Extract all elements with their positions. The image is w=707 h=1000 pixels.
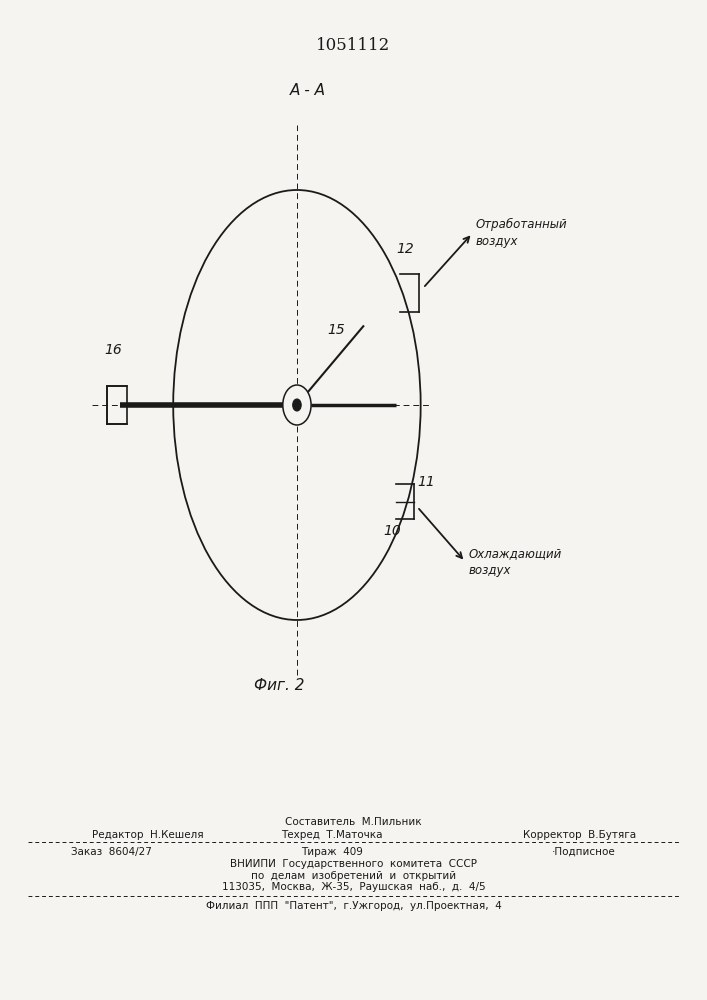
Text: Тираж  409: Тираж 409 bbox=[301, 847, 363, 857]
Text: 15: 15 bbox=[327, 323, 345, 337]
Text: A - A: A - A bbox=[290, 83, 325, 98]
Text: 10: 10 bbox=[383, 524, 402, 538]
Text: ВНИИПИ  Государственного  комитета  СССР: ВНИИПИ Государственного комитета СССР bbox=[230, 859, 477, 869]
Text: 11: 11 bbox=[417, 475, 436, 489]
Text: Филиал  ППП  "Патент",  г.Ужгород,  ул.Проектная,  4: Филиал ППП "Патент", г.Ужгород, ул.Проек… bbox=[206, 901, 501, 911]
Text: Охлаждающий
воздух: Охлаждающий воздух bbox=[469, 547, 562, 577]
Text: 12: 12 bbox=[397, 242, 414, 256]
Text: по  делам  изобретений  и  открытий: по делам изобретений и открытий bbox=[251, 871, 456, 881]
Text: Составитель  М.Пильник: Составитель М.Пильник bbox=[285, 817, 422, 827]
Text: Заказ  8604/27: Заказ 8604/27 bbox=[71, 847, 151, 857]
Text: Отработанный
воздух: Отработанный воздух bbox=[476, 218, 568, 248]
Circle shape bbox=[293, 399, 301, 411]
Text: 1051112: 1051112 bbox=[316, 37, 391, 54]
Text: Фиг. 2: Фиг. 2 bbox=[254, 678, 305, 693]
Text: 16: 16 bbox=[104, 343, 122, 357]
Circle shape bbox=[283, 385, 311, 425]
Text: ·Подписное: ·Подписное bbox=[551, 847, 615, 857]
Text: Техред  Т.Маточка: Техред Т.Маточка bbox=[281, 830, 383, 840]
Text: Корректор  В.Бутяга: Корректор В.Бутяга bbox=[523, 830, 636, 840]
Text: 113035,  Москва,  Ж-35,  Раушская  наб.,  д.  4/5: 113035, Москва, Ж-35, Раушская наб., д. … bbox=[222, 882, 485, 892]
Text: Редактор  Н.Кешеля: Редактор Н.Кешеля bbox=[92, 830, 204, 840]
